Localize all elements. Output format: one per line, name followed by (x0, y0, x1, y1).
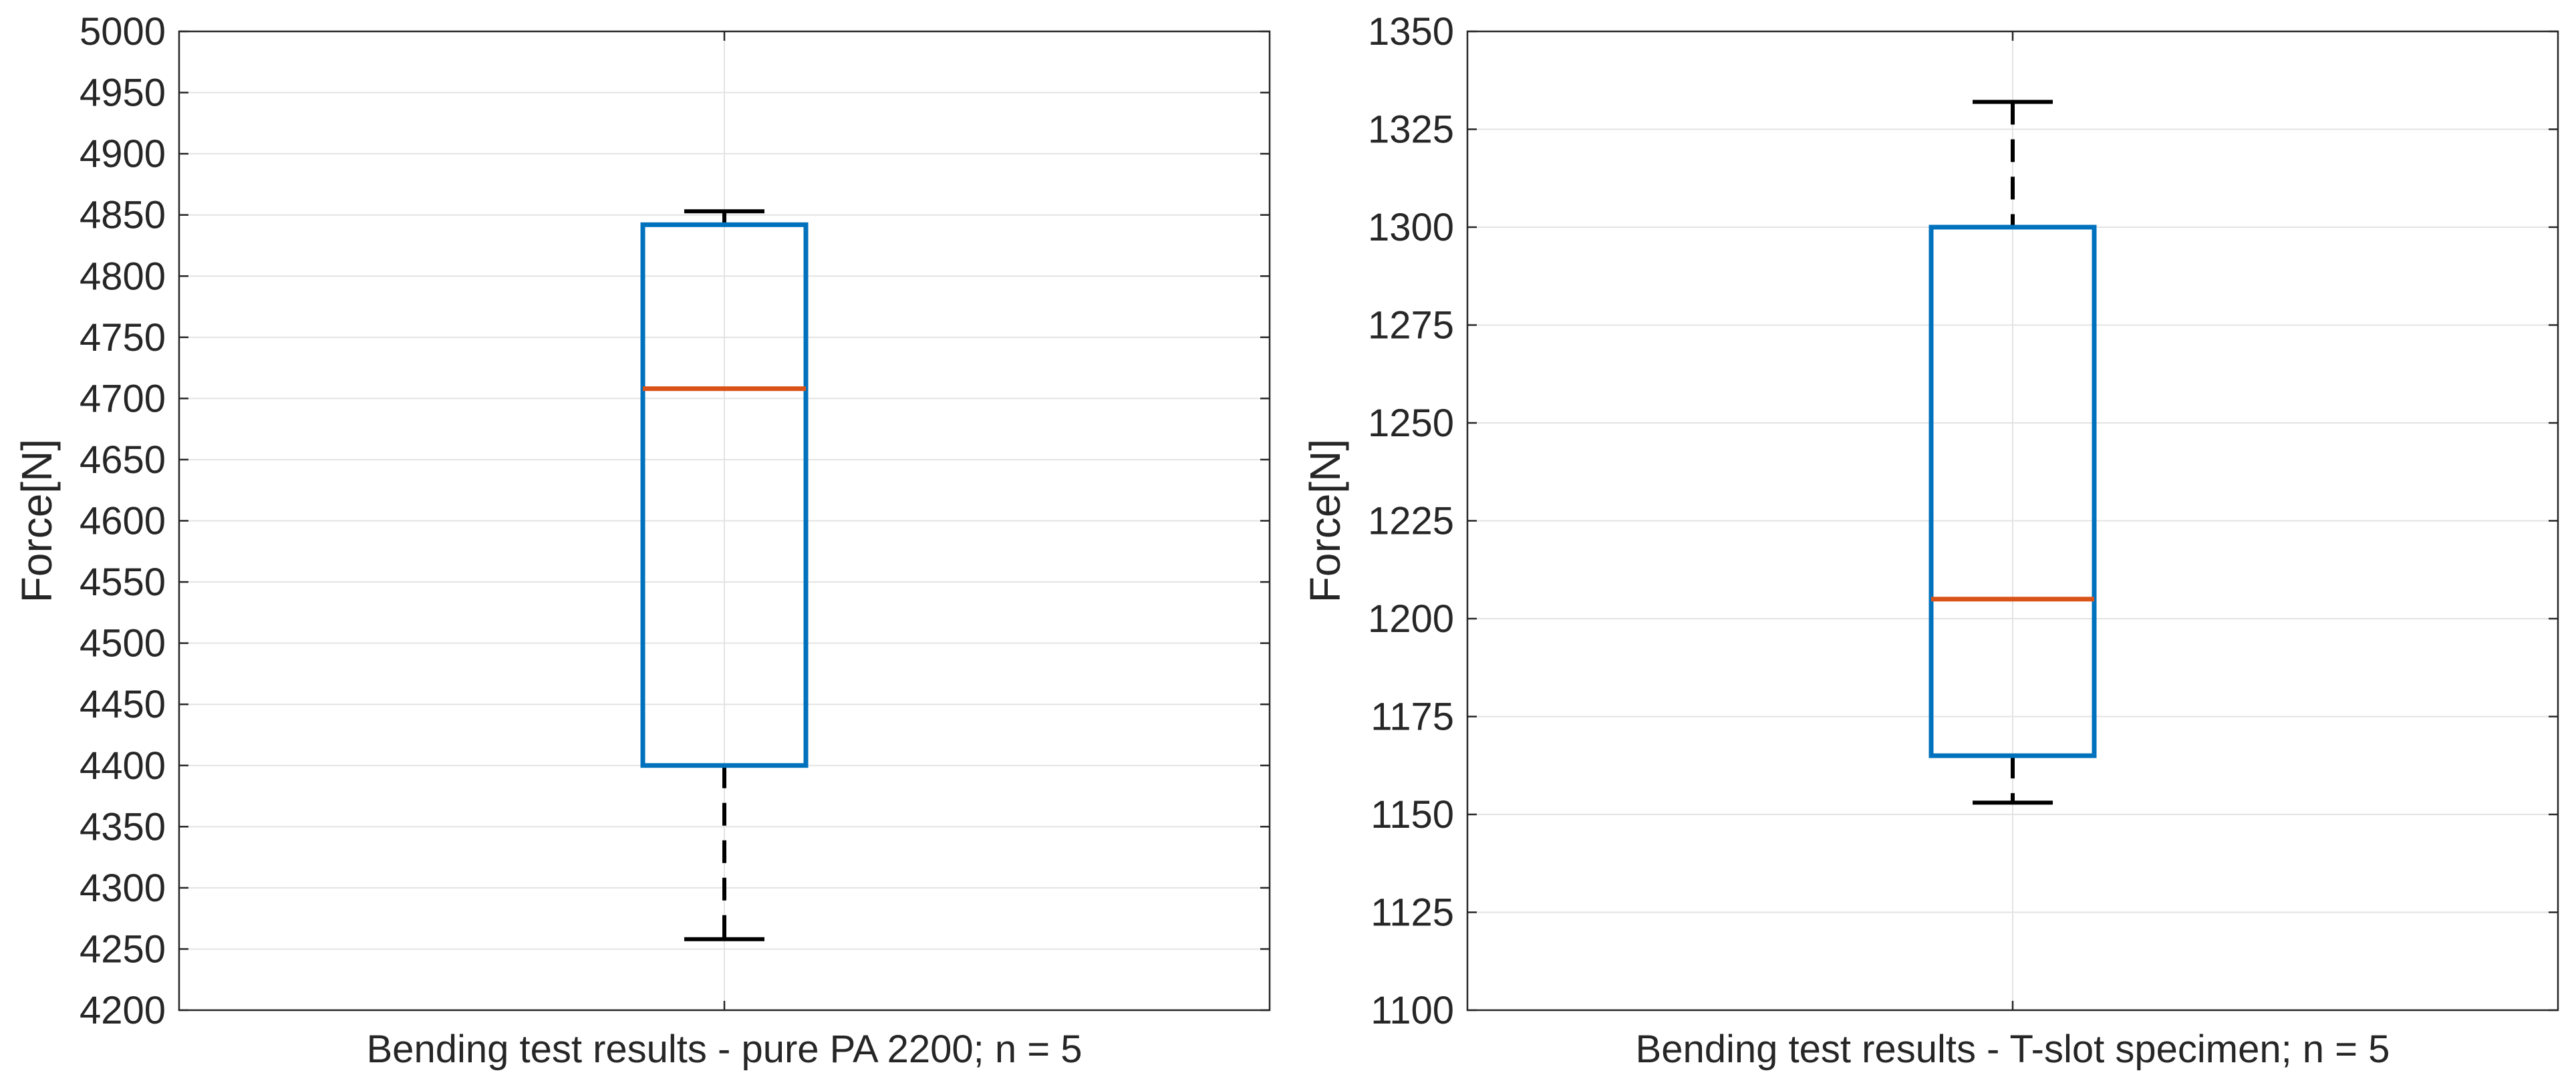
iqr-box (1928, 224, 2097, 758)
iqr-box (640, 222, 809, 768)
y-tick-label: 4350 (80, 805, 166, 848)
y-tick-label: 4750 (80, 316, 166, 359)
y-tick-label: 1325 (1368, 108, 1454, 152)
right-boxplot-panel: 1100 1125 1150 1175 1200 1225 1250 1275 1300 1325… (1301, 10, 2559, 1071)
y-tick-label: 4500 (80, 622, 166, 665)
y-tick-label: 1175 (1371, 696, 1454, 739)
y-axis-label: Force[N] (1301, 439, 1349, 603)
y-tick-label: 4300 (80, 867, 166, 910)
left-boxplot-panel: 4200 4250 4300 4350 4400 4450 4500 4550 4600 4650… (13, 10, 1271, 1071)
y-tick-label: 4900 (80, 132, 166, 176)
y-tick-label: 4650 (80, 438, 166, 482)
y-tick-label: 4550 (80, 561, 166, 604)
x-axis-label: Bending test results - T-slot specimen; … (1636, 1028, 2390, 1071)
y-tick-label: 1225 (1368, 500, 1454, 543)
y-tick-label: 1125 (1371, 891, 1454, 935)
x-axis-label: Bending test results - pure PA 2200; n =… (367, 1028, 1083, 1071)
y-tick-label: 1100 (1371, 989, 1454, 1032)
y-tick-label: 1150 (1371, 793, 1454, 836)
y-tick-label: 4850 (80, 194, 166, 237)
y-axis-label: Force[N] (13, 439, 61, 603)
y-tick-label: 4600 (80, 500, 166, 543)
y-tick-label: 1250 (1368, 402, 1454, 445)
y-tick-label: 1275 (1368, 304, 1454, 347)
y-tick-label: 4250 (80, 927, 166, 971)
y-tick-label: 4700 (80, 377, 166, 420)
y-tick-label: 4950 (80, 71, 166, 115)
y-tick-label: 1300 (1368, 206, 1454, 249)
y-tick-label: 1200 (1368, 597, 1454, 641)
y-tick-label: 4800 (80, 255, 166, 298)
y-tick-label: 4400 (80, 744, 166, 788)
y-tick-label: 1350 (1368, 10, 1454, 53)
y-tick-label: 4450 (80, 683, 166, 726)
y-tick-label: 4200 (80, 989, 166, 1032)
y-tick-label: 5000 (80, 10, 166, 53)
